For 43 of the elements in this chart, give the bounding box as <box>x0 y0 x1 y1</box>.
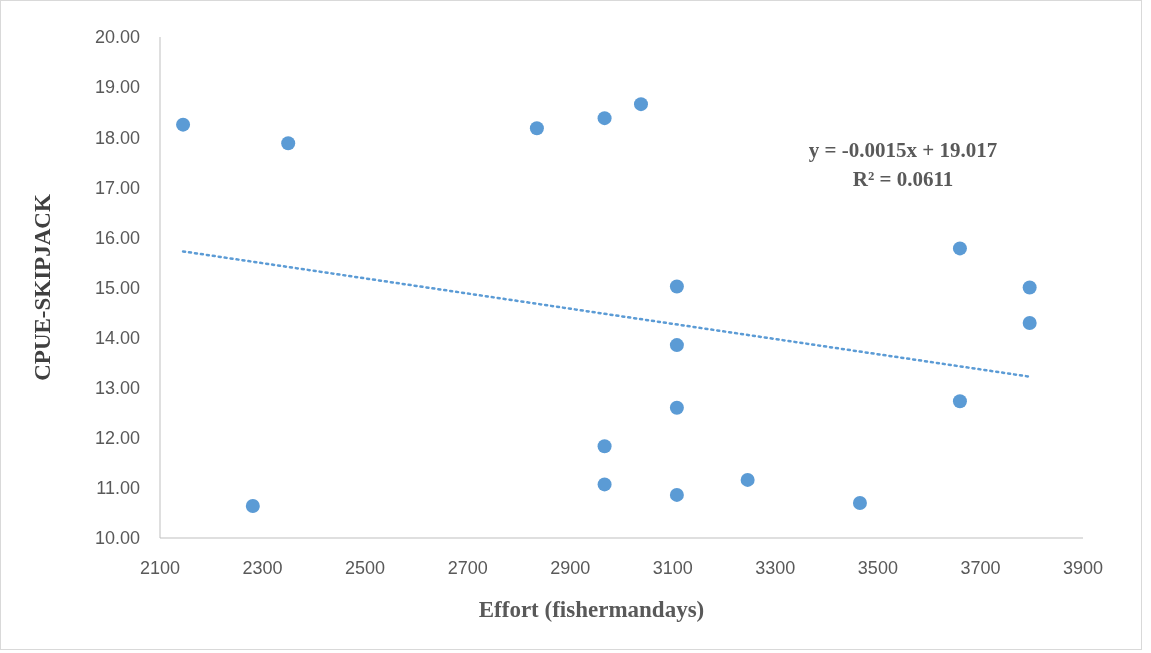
y-tick-label: 18.00 <box>94 127 140 148</box>
x-tick-label: 2300 <box>242 558 283 578</box>
x-tick-label: 3500 <box>857 558 898 578</box>
y-tick-label: 19.00 <box>94 77 140 98</box>
point <box>597 439 612 454</box>
point <box>952 241 967 256</box>
point <box>669 400 684 415</box>
point <box>1022 280 1037 295</box>
point <box>669 338 684 353</box>
point <box>852 495 867 510</box>
y-tick-label: 20.00 <box>94 27 140 48</box>
x-tick-label: 2500 <box>345 558 386 578</box>
x-tick-label: 2900 <box>550 558 591 578</box>
x-tick-label: 3300 <box>755 558 796 578</box>
y-tick-label: 15.00 <box>94 277 140 298</box>
y-tick-label: 11.00 <box>96 478 140 499</box>
y-tick-label: 14.00 <box>94 327 140 348</box>
point <box>597 477 612 492</box>
point <box>669 279 684 294</box>
x-tick-label: 3100 <box>652 558 693 578</box>
y-tick-label: 12.00 <box>94 428 140 449</box>
annotation: R² = 0.0611 <box>852 167 954 191</box>
y-tick-label: 10.00 <box>94 528 140 549</box>
y-tick-label: 16.00 <box>94 227 140 248</box>
point <box>1022 316 1037 331</box>
point <box>245 498 260 513</box>
y-axis-title: CPUE-SKIPJACK <box>30 194 55 381</box>
y-tick-label: 17.00 <box>94 177 140 198</box>
x-tick-label: 2700 <box>447 558 488 578</box>
x-tick-label: 2100 <box>139 558 181 578</box>
x-tick-label: 3700 <box>960 558 1001 578</box>
x-tick-label: 3900 <box>1062 558 1104 578</box>
point <box>669 487 684 502</box>
x-axis-title: Effort (fishermandays) <box>478 597 705 622</box>
y-tick-label: 13.00 <box>94 378 140 398</box>
point <box>740 472 755 487</box>
annotation: y = -0.0015x + 19.017 <box>808 138 998 162</box>
point <box>633 97 648 112</box>
point <box>176 117 191 132</box>
point <box>597 111 612 126</box>
point <box>952 394 967 409</box>
point <box>281 136 296 151</box>
point <box>529 121 544 136</box>
